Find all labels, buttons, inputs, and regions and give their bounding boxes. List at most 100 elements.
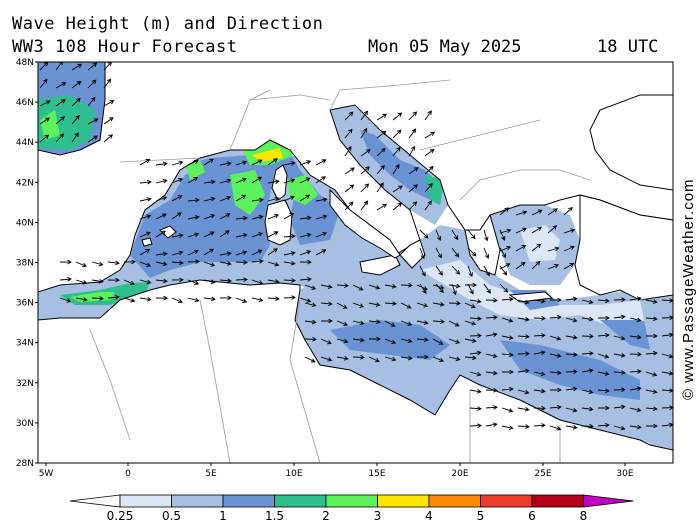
wave-arrow: [563, 228, 576, 234]
wave-arrow: [565, 296, 578, 302]
wave-arrow: [87, 96, 96, 107]
wave-arrow: [320, 356, 333, 362]
lon-label: 10E: [285, 469, 302, 479]
wave-arrow: [235, 277, 248, 282]
wave-arrow: [597, 371, 610, 376]
wave-arrow: [550, 297, 562, 303]
wave-arrow: [547, 246, 560, 252]
wave-arrow: [299, 297, 312, 303]
wave-arrow: [369, 336, 381, 342]
wave-arrow: [581, 368, 594, 373]
wave-arrow: [419, 247, 425, 260]
wave-arrow: [299, 194, 311, 202]
wave-arrow: [613, 353, 626, 358]
wave-arrow: [59, 297, 72, 303]
wave-arrow: [448, 320, 460, 327]
wave-arrow: [71, 63, 83, 71]
wave-arrow: [485, 370, 498, 376]
wave-arrow: [87, 79, 97, 89]
lat-label: 40N: [16, 218, 34, 228]
wave-arrow: [629, 386, 642, 391]
wave-arrow: [171, 250, 184, 256]
wave-arrow: [267, 158, 278, 166]
wave-arrow: [139, 261, 152, 267]
wave-arrow: [613, 425, 626, 431]
wave-arrow: [235, 195, 247, 202]
wave-arrow: [155, 261, 168, 267]
wave-arrow: [203, 296, 216, 302]
wave-arrow: [139, 197, 152, 202]
latitude-axis: 48N 46N 44N 42N 40N 38N 36N 34N 32N 30N 28N: [16, 58, 38, 469]
lon-label: 5W: [39, 469, 54, 479]
wave-arrow: [344, 184, 355, 193]
wave-arrow: [299, 276, 312, 282]
longitude-axis: 5W 0 5E 10E 15E 20E 25E 30E: [39, 463, 634, 479]
wave-arrow: [547, 208, 558, 216]
legend-swatch: [119, 494, 172, 508]
wave-arrow: [565, 369, 578, 375]
wave-arrow: [219, 213, 231, 220]
wave-arrow: [565, 425, 578, 430]
wave-arrow: [435, 283, 444, 294]
legend-swatch: [531, 494, 584, 508]
wave-arrow: [597, 353, 610, 359]
wave-arrow: [171, 177, 184, 184]
map-title: Wave Height (m) and Direction: [12, 14, 324, 34]
wave-arrow: [469, 389, 482, 394]
wave-arrow: [661, 388, 673, 393]
wave-arrow: [533, 371, 546, 377]
wave-arrow: [485, 315, 498, 320]
wave-arrow: [408, 184, 419, 193]
wave-arrow: [283, 161, 296, 166]
wave-arrow: [360, 110, 369, 121]
wave-arrow: [533, 423, 546, 428]
country-borders: [89, 79, 660, 463]
wave-arrow: [533, 333, 546, 338]
wave-arrow: [533, 315, 546, 321]
wave-arrow: [187, 232, 200, 238]
wave-arrow: [71, 80, 82, 89]
wave-arrow: [360, 149, 371, 157]
wave-arrow: [336, 320, 349, 327]
wave-arrow: [103, 117, 114, 125]
wave-arrow: [315, 214, 328, 220]
wave-arrow: [424, 131, 436, 139]
wave-arrow: [515, 261, 526, 270]
wave-arrow: [376, 182, 384, 193]
wave-arrow: [517, 334, 530, 339]
wave-arrow: [408, 201, 418, 211]
wave-arrow: [419, 265, 426, 277]
legend-bar: [69, 494, 634, 508]
wave-arrow: [549, 425, 562, 431]
wave-arrow: [39, 134, 50, 143]
wave-arrow: [533, 388, 546, 394]
wave-arrow: [283, 295, 296, 300]
wave-arrow: [549, 335, 562, 341]
wave-arrow: [485, 353, 498, 359]
wave-arrow: [581, 351, 594, 356]
wave-arrow: [299, 250, 312, 256]
wave-arrow: [550, 387, 562, 393]
forecast-time: 18 UTC: [597, 37, 659, 57]
legend-swatch: [274, 494, 327, 508]
wave-arrow: [352, 354, 365, 360]
wave-arrow: [55, 116, 66, 125]
wave-arrow: [344, 201, 354, 211]
wave-arrow: [645, 316, 658, 322]
wave-arrow: [501, 317, 514, 323]
lon-label: 5E: [205, 469, 217, 479]
wave-arrow: [581, 423, 594, 429]
credit-text: © www.PassageWeather.com: [680, 178, 697, 400]
wave-arrow: [155, 178, 168, 184]
land-masses: [38, 62, 673, 463]
wave-arrow: [451, 229, 459, 241]
wave-arrow: [384, 356, 397, 362]
wave-arrow: [321, 318, 333, 324]
wave-arrow: [187, 159, 199, 166]
wave-arrow: [320, 301, 333, 307]
wave-arrow: [501, 386, 514, 392]
legend-swatch: [428, 494, 481, 508]
wave-arrow: [451, 265, 461, 275]
wave-arrow: [448, 338, 461, 344]
wave-arrow: [376, 147, 386, 157]
